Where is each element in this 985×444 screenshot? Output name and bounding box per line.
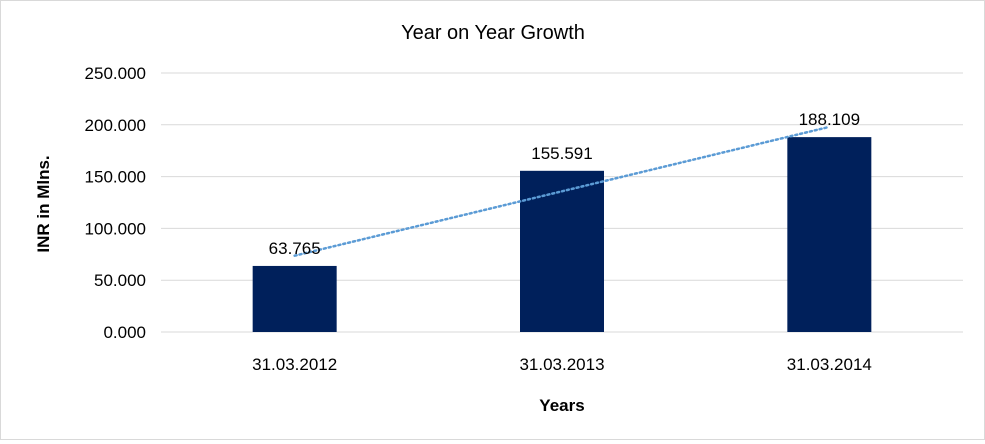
x-axis-ticks: 31.03.2012 31.03.2013 31.03.2014 (252, 355, 872, 374)
y-tick-label: 0.000 (103, 323, 146, 342)
data-label: 155.591 (531, 144, 592, 163)
y-tick-label: 200.000 (85, 116, 146, 135)
bar (787, 137, 872, 332)
y-tick-label: 150.000 (85, 168, 146, 187)
bar (252, 265, 337, 332)
x-tick-label: 31.03.2013 (519, 355, 604, 374)
data-labels: 63.765 155.591 188.109 (269, 110, 860, 258)
y-tick-label: 100.000 (85, 219, 146, 238)
x-axis-title: Years (539, 396, 584, 415)
x-tick-label: 31.03.2014 (787, 355, 872, 374)
bars (252, 137, 872, 332)
data-label: 63.765 (269, 239, 321, 258)
trendline (293, 125, 831, 257)
y-axis-ticks: 0.000 50.000 100.000 150.000 200.000 250.000 (85, 64, 146, 342)
x-tick-label: 31.03.2012 (252, 355, 337, 374)
y-tick-label: 50.000 (94, 271, 146, 290)
trendline-group (293, 125, 831, 257)
y-axis-title: INR in Mlns. (34, 155, 53, 252)
chart-title: Year on Year Growth (401, 22, 585, 44)
data-label: 188.109 (799, 110, 860, 129)
bar (520, 170, 604, 332)
y-tick-label: 250.000 (85, 64, 146, 83)
